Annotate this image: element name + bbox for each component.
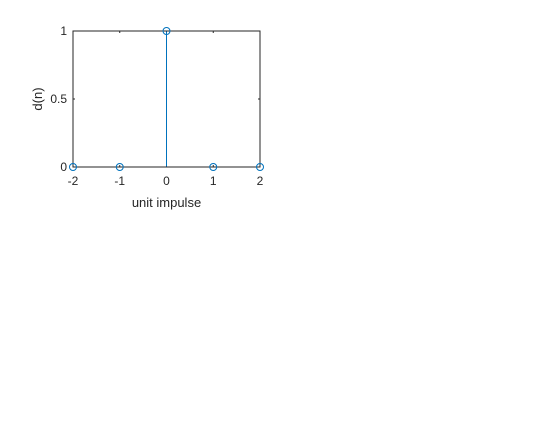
y-tick-label: 1 bbox=[60, 24, 67, 38]
x-tick-label: -2 bbox=[68, 174, 79, 188]
stem-marker bbox=[69, 163, 77, 171]
axes-frame bbox=[72, 30, 261, 168]
x-tick-labels: -2 -1 0 1 2 bbox=[68, 174, 264, 188]
stem-marker bbox=[162, 27, 171, 35]
x-tick-label: 0 bbox=[163, 174, 170, 188]
y-axis-label: d(n) bbox=[30, 87, 45, 110]
y-tick-labels: 00.51 bbox=[50, 24, 67, 174]
markers bbox=[69, 27, 264, 171]
y-tick-label: 0 bbox=[60, 160, 67, 174]
x-axis-label: unit impulse bbox=[132, 195, 201, 210]
stem-marker bbox=[209, 163, 218, 171]
x-tick-label: 1 bbox=[210, 174, 217, 188]
x-tick-label: -1 bbox=[114, 174, 125, 188]
stem-marker bbox=[115, 163, 124, 171]
stem-marker bbox=[256, 163, 264, 171]
y-tick-label: 0.5 bbox=[50, 92, 67, 106]
x-tick-label: 2 bbox=[257, 174, 264, 188]
